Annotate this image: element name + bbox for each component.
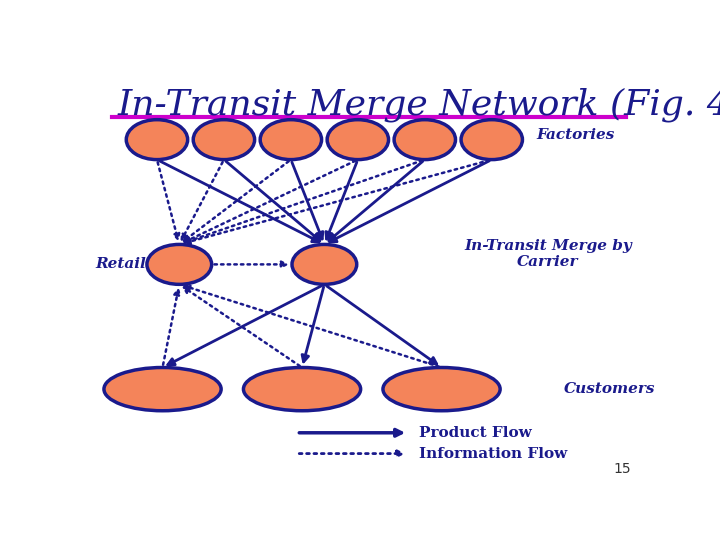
Ellipse shape xyxy=(104,368,221,411)
Ellipse shape xyxy=(292,245,356,285)
Text: Retailer: Retailer xyxy=(96,258,164,272)
Text: Factories: Factories xyxy=(536,129,615,143)
Text: In-Transit Merge by
Carrier: In-Transit Merge by Carrier xyxy=(464,239,631,269)
Ellipse shape xyxy=(327,120,389,160)
Text: In-Transit Merge Network (Fig. 4.7): In-Transit Merge Network (Fig. 4.7) xyxy=(118,87,720,122)
Text: Customers: Customers xyxy=(564,382,656,396)
Ellipse shape xyxy=(243,368,361,411)
Ellipse shape xyxy=(126,120,188,160)
Text: 15: 15 xyxy=(613,462,631,476)
Ellipse shape xyxy=(383,368,500,411)
Ellipse shape xyxy=(394,120,456,160)
Ellipse shape xyxy=(147,245,212,285)
Text: Product Flow: Product Flow xyxy=(419,426,532,440)
Ellipse shape xyxy=(193,120,255,160)
Ellipse shape xyxy=(461,120,523,160)
Ellipse shape xyxy=(260,120,322,160)
Text: Information Flow: Information Flow xyxy=(419,447,567,461)
